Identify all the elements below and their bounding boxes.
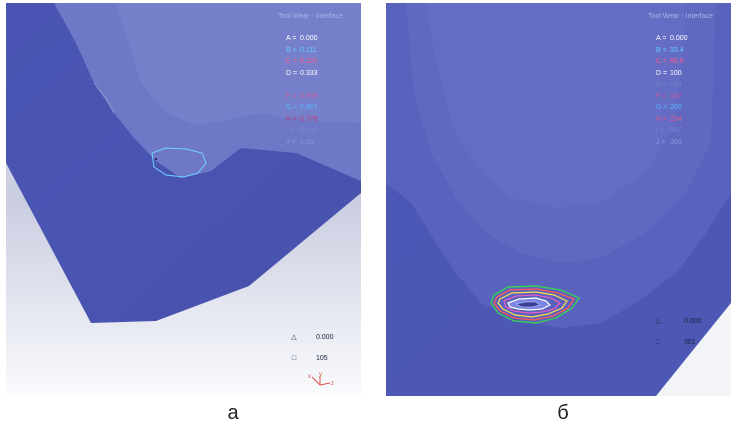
legend-value: 0.444 bbox=[300, 81, 318, 88]
simulation-panel-a: Tool Wear - Interface A = 0.000 B = 0.111 C … bbox=[6, 3, 361, 396]
square-icon: □ bbox=[655, 339, 661, 346]
legend-key: F = bbox=[286, 92, 297, 100]
legend-value: 167 bbox=[670, 92, 682, 100]
legend-row: H = 234 bbox=[656, 116, 682, 123]
legend-title: Tool Wear - Interface bbox=[278, 13, 343, 20]
tool-wear-view-a bbox=[6, 3, 361, 396]
legend-value: 134 bbox=[670, 81, 682, 88]
legend-key: E = bbox=[656, 81, 667, 88]
legend-value: 0.555 bbox=[300, 92, 318, 100]
triangle-icon: △ bbox=[291, 334, 297, 341]
legend-key: B = bbox=[656, 46, 667, 54]
triangle-value: 0.000 bbox=[315, 334, 334, 341]
legend-key: G = bbox=[286, 104, 298, 111]
legend-value: 0.111 bbox=[300, 46, 317, 54]
legend-key: D = bbox=[656, 69, 668, 77]
legend-key: C = bbox=[286, 58, 298, 65]
legend-key: J = bbox=[656, 138, 666, 146]
wear-marker bbox=[155, 158, 157, 160]
legend-row: J = 1.00 bbox=[286, 139, 314, 146]
legend-row: F = 167 bbox=[656, 93, 682, 100]
caption-b: б bbox=[557, 402, 569, 424]
legend-key: J = bbox=[286, 138, 296, 146]
wear-contour bbox=[151, 147, 207, 178]
legend-value: 1.00 bbox=[300, 138, 314, 146]
legend-key: I = bbox=[286, 127, 294, 134]
legend-key: H = bbox=[286, 115, 298, 123]
legend-value: 0.667 bbox=[300, 104, 318, 111]
legend-row: G = 200 bbox=[656, 104, 682, 111]
legend-value: 100 bbox=[670, 69, 682, 77]
legend-row: A = 0.000 bbox=[656, 35, 688, 42]
background-corner bbox=[656, 303, 731, 396]
workpiece-highlight bbox=[116, 3, 361, 125]
legend-row: C = 0.222 bbox=[286, 58, 318, 65]
legend-key: C = bbox=[656, 58, 668, 65]
triangle-icon: △ bbox=[655, 318, 661, 325]
axis-y-label: y bbox=[319, 372, 322, 378]
legend-value: 0.778 bbox=[300, 115, 318, 123]
legend-value: 33.4 bbox=[670, 46, 684, 54]
square-value: 301 bbox=[683, 339, 696, 346]
legend-value: 0.000 bbox=[670, 35, 688, 42]
legend-row: C = 66.8 bbox=[656, 58, 684, 65]
legend-key: B = bbox=[286, 46, 297, 54]
square-value: 105 bbox=[315, 355, 328, 362]
legend-row: J = 300 bbox=[656, 139, 682, 146]
legend-row: F = 0.555 bbox=[286, 93, 318, 100]
legend-key: F = bbox=[656, 92, 667, 100]
legend-row: B = 33.4 bbox=[656, 47, 684, 54]
wear-contours bbox=[490, 285, 581, 324]
legend-value: 0.222 bbox=[300, 58, 318, 65]
axes-triad-icon: x y z bbox=[308, 372, 334, 387]
legend-key: A = bbox=[286, 35, 297, 42]
legend-key: G = bbox=[656, 104, 668, 111]
legend-key: E = bbox=[286, 81, 297, 88]
legend-row: H = 0.778 bbox=[286, 116, 318, 123]
legend-row: I = 0.889 bbox=[286, 127, 318, 134]
legend-value: 267 bbox=[670, 127, 682, 134]
edge-detail bbox=[93, 82, 115, 114]
legend-key: H = bbox=[656, 115, 668, 123]
legend-row: D = 100 bbox=[656, 70, 682, 77]
legend-key: A = bbox=[656, 35, 667, 42]
tool-wear-view-b bbox=[386, 3, 731, 396]
square-icon: □ bbox=[291, 355, 297, 362]
legend-row: E = 0.444 bbox=[286, 81, 318, 88]
legend-value: 300 bbox=[670, 138, 682, 146]
legend-row: B = 0.111 bbox=[286, 47, 316, 54]
simulation-panel-b: Tool Wear - Interface A = 0.000 B = 33.4 C =… bbox=[386, 3, 731, 396]
legend-row: G = 0.667 bbox=[286, 104, 318, 111]
axis-z-label: z bbox=[331, 381, 334, 387]
legend-row: D = 0.333 bbox=[286, 70, 318, 77]
triangle-value: 0.000 bbox=[683, 318, 702, 325]
legend-row: A = 0.000 bbox=[286, 35, 318, 42]
legend-key: D = bbox=[286, 69, 298, 77]
legend-value: 234 bbox=[670, 115, 682, 123]
workpiece-highlight-inner bbox=[426, 3, 686, 208]
legend-value: 200 bbox=[670, 104, 682, 111]
legend-value: 66.8 bbox=[670, 58, 684, 65]
legend-key: I = bbox=[656, 127, 664, 134]
caption-a: а bbox=[227, 402, 239, 424]
legend-value: 0.333 bbox=[300, 69, 318, 77]
legend-row: E = 134 bbox=[656, 81, 682, 88]
legend-value: 0.889 bbox=[300, 127, 318, 134]
legend-value: 0.000 bbox=[300, 35, 318, 42]
legend-title: Tool Wear - Interface bbox=[648, 13, 713, 20]
legend-row: I = 267 bbox=[656, 127, 682, 134]
axis-x-label: x bbox=[308, 374, 311, 380]
